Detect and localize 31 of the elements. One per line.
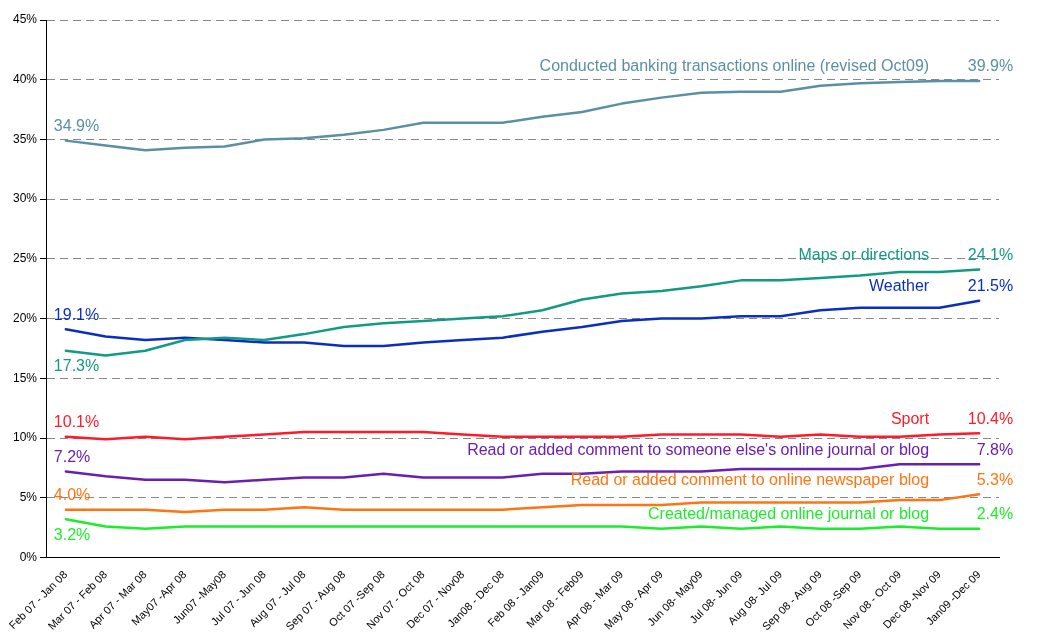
series-label: Conducted banking transactions online (revised Oct09) (539, 57, 930, 75)
data-label: 17.3% (53, 357, 100, 375)
series-label: Weather (868, 277, 930, 295)
y-tick-label: 10% (12, 430, 38, 445)
data-label: 21.5% (967, 277, 1014, 295)
data-label: 34.9% (53, 117, 100, 135)
y-tick-label: 40% (12, 72, 38, 87)
y-tick-label: 20% (12, 310, 38, 325)
data-label: 10.1% (53, 413, 100, 431)
y-tick-label: 0% (19, 549, 38, 564)
y-tick-label: 5% (19, 490, 38, 505)
y-tick-label: 25% (12, 251, 38, 266)
series-label: Created/managed online journal or blog (648, 505, 930, 523)
data-label: 7.2% (53, 447, 91, 465)
data-label: 10.4% (967, 409, 1014, 427)
data-label: 19.1% (53, 305, 100, 323)
y-tick-label: 35% (12, 131, 38, 146)
series-label: Read or added comment to online newspaper blog (570, 470, 930, 488)
data-label: 3.2% (53, 525, 91, 543)
data-label: 39.9% (967, 57, 1014, 75)
data-label: 4.0% (53, 486, 91, 504)
data-label: 24.1% (967, 246, 1014, 264)
data-label: 7.8% (976, 440, 1014, 458)
y-tick-label: 15% (12, 370, 38, 385)
series-label: Maps or directions (798, 246, 930, 264)
series-label: Sport (890, 409, 930, 427)
data-label: 2.4% (976, 505, 1014, 523)
y-tick-label: 30% (12, 191, 38, 206)
y-tick-label: 45% (12, 12, 38, 27)
series-label: Read or added comment to someone else's online journal or blog (467, 440, 930, 458)
data-label: 5.3% (976, 470, 1014, 488)
